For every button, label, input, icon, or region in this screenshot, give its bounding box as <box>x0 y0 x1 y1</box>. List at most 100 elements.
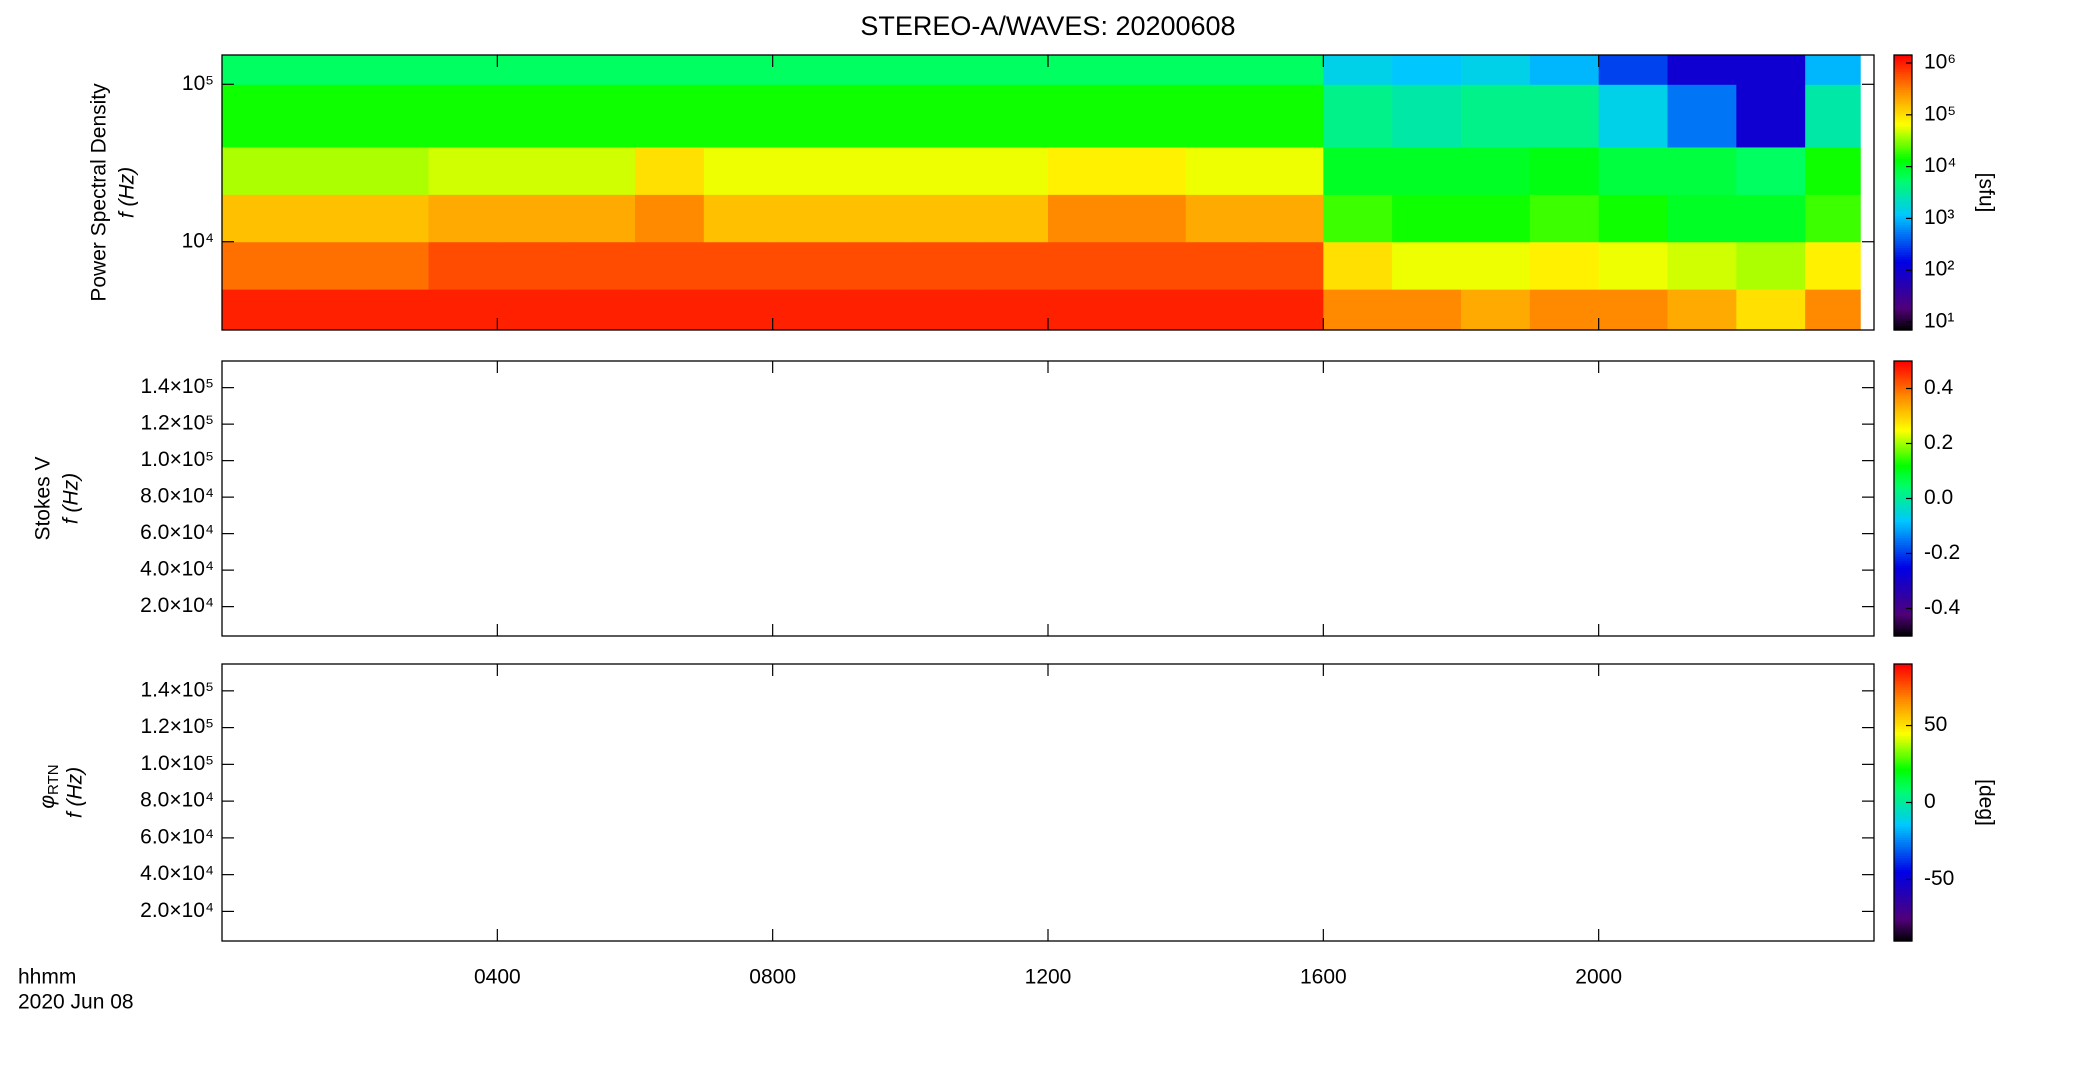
colorbar-gradient <box>1894 871 1912 875</box>
colorbar-gradient <box>1894 532 1912 536</box>
spectrogram-cell <box>566 241 636 290</box>
colorbar-gradient <box>1894 509 1912 513</box>
colorbar-gradient <box>1894 760 1912 764</box>
colorbar-gradient <box>1894 325 1912 329</box>
colorbar-gradient <box>1894 535 1912 539</box>
y-tick-label: 1.2×10⁵ <box>140 715 214 738</box>
x-tick-label: 2000 <box>1575 966 1622 989</box>
colorbar-gradient <box>1894 608 1912 612</box>
colorbar-gradient <box>1894 247 1912 251</box>
colorbar-gradient <box>1894 592 1912 596</box>
y-axis-label: f (Hz) <box>60 473 83 524</box>
spectrogram-cell <box>1736 55 1806 85</box>
colorbar-tick-label: 0 <box>1924 790 1936 813</box>
colorbar-gradient <box>1894 544 1912 548</box>
spectrogram-cell <box>1048 55 1118 85</box>
colorbar-gradient <box>1894 377 1912 380</box>
colorbar-gradient <box>1894 383 1912 387</box>
colorbar-gradient <box>1894 171 1912 175</box>
spectrogram-cell <box>1598 146 1668 195</box>
spectrogram-cell <box>635 146 705 195</box>
spectrogram-cell <box>1323 194 1393 243</box>
spectrogram-cell <box>1116 55 1187 85</box>
colorbar-gradient <box>1894 272 1912 276</box>
spectrogram-cell <box>1323 84 1393 148</box>
spectrogram-cell <box>1323 241 1393 290</box>
spectrogram-cell <box>979 55 1049 85</box>
colorbar-gradient <box>1894 867 1912 871</box>
colorbar-gradient <box>1894 677 1912 681</box>
spectrogram-cell <box>1667 289 1737 331</box>
colorbar-gradient <box>1894 503 1912 506</box>
colorbar-gradient <box>1894 64 1912 68</box>
colorbar-gradient <box>1894 448 1912 451</box>
colorbar-gradient <box>1894 413 1912 417</box>
colorbar-gradient <box>1894 587 1912 591</box>
colorbar-gradient <box>1894 777 1912 781</box>
colorbar-gradient <box>1894 874 1912 877</box>
colorbar-gradient <box>1894 265 1912 269</box>
spectrogram-cell <box>1392 55 1462 85</box>
colorbar-gradient <box>1894 567 1912 571</box>
colorbar-gradient <box>1894 224 1912 228</box>
colorbar-gradient <box>1894 268 1912 272</box>
colorbar-gradient <box>1894 500 1912 504</box>
colorbar-gradient <box>1894 869 1912 873</box>
colorbar-gradient <box>1894 84 1912 88</box>
spectrogram-cell <box>1529 55 1600 85</box>
colorbar-gradient <box>1894 404 1912 408</box>
spectrogram-cell <box>1461 84 1531 148</box>
spectrogram-cell <box>635 84 705 148</box>
spectrogram-cell <box>1529 146 1600 195</box>
spectrogram-cell <box>910 289 980 331</box>
colorbar-gradient <box>1894 197 1912 200</box>
colorbar-gradient <box>1894 291 1912 294</box>
colorbar-gradient <box>1894 242 1912 246</box>
colorbar-gradient <box>1894 740 1912 744</box>
colorbar-gradient <box>1894 765 1912 769</box>
colorbar-gradient <box>1894 121 1912 125</box>
colorbar-tick-label: -0.4 <box>1924 596 1961 619</box>
colorbar-gradient <box>1894 823 1912 827</box>
colorbar-gradient <box>1894 75 1912 79</box>
colorbar-gradient <box>1894 800 1912 804</box>
colorbar-gradient <box>1894 249 1912 253</box>
colorbar-gradient <box>1894 537 1912 541</box>
colorbar-gradient <box>1894 293 1912 297</box>
colorbar-gradient <box>1894 691 1912 695</box>
colorbar-gradient <box>1894 546 1912 550</box>
spectrogram-cell <box>1254 146 1324 195</box>
colorbar-gradient <box>1894 206 1912 210</box>
spectrogram-cell <box>1392 194 1462 243</box>
colorbar-gradient <box>1894 857 1912 861</box>
colorbar-gradient <box>1894 80 1912 84</box>
colorbar-gradient <box>1894 409 1912 413</box>
colorbar-gradient <box>1894 519 1912 523</box>
colorbar-gradient <box>1894 208 1912 212</box>
colorbar-gradient <box>1894 610 1912 614</box>
colorbar-gradient <box>1894 590 1912 594</box>
spectrogram-cell <box>772 241 842 290</box>
spectrogram-cell <box>1805 241 1861 290</box>
colorbar-gradient <box>1894 675 1912 679</box>
spectrogram-cell <box>1805 194 1861 243</box>
colorbar-gradient <box>1894 758 1912 762</box>
colorbar-gradient <box>1894 61 1912 65</box>
y-axis-label: Power Spectral Density <box>88 83 111 302</box>
colorbar-gradient <box>1894 381 1912 385</box>
colorbar-gradient <box>1894 427 1912 431</box>
colorbar-gradient <box>1894 825 1912 829</box>
colorbar-gradient <box>1894 890 1912 894</box>
colorbar-gradient <box>1894 110 1912 113</box>
colorbar-gradient <box>1894 73 1912 77</box>
y-tick-label: 1.4×10⁵ <box>140 678 214 701</box>
colorbar-gradient <box>1894 279 1912 283</box>
colorbar-gradient <box>1894 468 1912 472</box>
colorbar-gradient <box>1894 862 1912 866</box>
spectrogram-cell <box>635 194 705 243</box>
spectrogram-cell <box>222 146 292 195</box>
colorbar-gradient <box>1894 270 1912 274</box>
colorbar-gradient <box>1894 818 1912 822</box>
colorbar-gradient <box>1894 585 1912 589</box>
colorbar-gradient <box>1894 892 1912 896</box>
